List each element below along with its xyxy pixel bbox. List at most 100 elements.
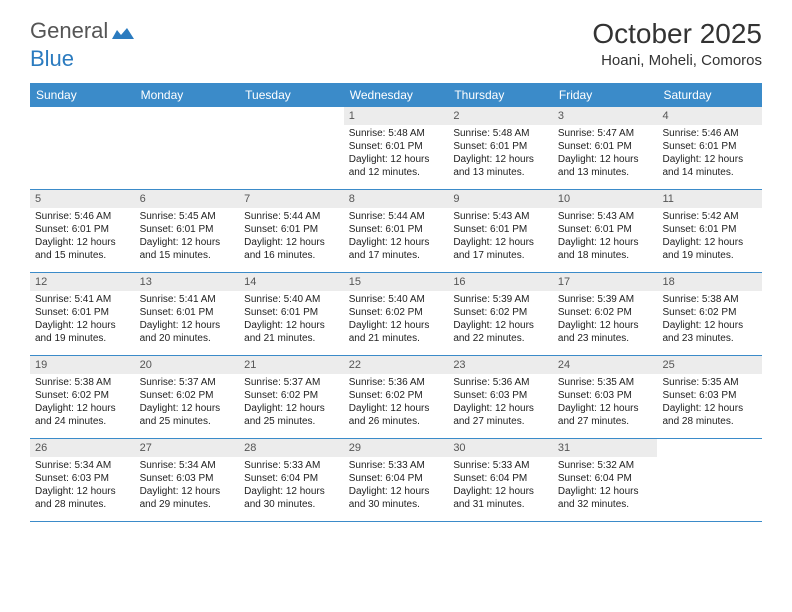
sunrise-text: Sunrise: 5:40 AM <box>244 293 339 306</box>
day-cell: 17Sunrise: 5:39 AMSunset: 6:02 PMDayligh… <box>553 273 658 355</box>
sunset-text: Sunset: 6:01 PM <box>349 140 444 153</box>
sunset-text: Sunset: 6:03 PM <box>453 389 548 402</box>
day-number: 21 <box>239 356 344 374</box>
sunset-text: Sunset: 6:04 PM <box>349 472 444 485</box>
sunrise-text: Sunrise: 5:34 AM <box>140 459 235 472</box>
logo-text-blue: Blue <box>30 46 74 71</box>
day-cell: 24Sunrise: 5:35 AMSunset: 6:03 PMDayligh… <box>553 356 658 438</box>
day-body: Sunrise: 5:39 AMSunset: 6:02 PMDaylight:… <box>553 293 658 349</box>
day-cell: 10 Sunrise: 5:43 AMSunset: 6:01 PMDayligh… <box>553 190 658 272</box>
day-body: Sunrise: 5:40 AMSunset: 6:02 PMDaylight:… <box>344 293 449 349</box>
day-body: Sunrise: 5:42 AMSunset: 6:01 PMDaylight:… <box>657 210 762 266</box>
sunset-text: Sunset: 6:02 PM <box>244 389 339 402</box>
day-cell: 9Sunrise: 5:43 AMSunset: 6:01 PMDaylight… <box>448 190 553 272</box>
day-cell: 3Sunrise: 5:47 AMSunset: 6:01 PMDaylight… <box>553 107 658 189</box>
day-cell: 8Sunrise: 5:44 AMSunset: 6:01 PMDaylight… <box>344 190 449 272</box>
sunrise-text: Sunrise: 5:33 AM <box>453 459 548 472</box>
day-body: Sunrise: 5:34 AMSunset: 6:03 PMDaylight:… <box>135 459 240 515</box>
daylight-text: Daylight: 12 hours and 22 minutes. <box>453 319 548 345</box>
day-cell: 7Sunrise: 5:44 AMSunset: 6:01 PMDaylight… <box>239 190 344 272</box>
sunrise-text: Sunrise: 5:39 AM <box>453 293 548 306</box>
day-number: 15 <box>344 273 449 291</box>
daylight-text: Daylight: 12 hours and 23 minutes. <box>558 319 653 345</box>
day-body: Sunrise: 5:48 AMSunset: 6:01 PMDaylight:… <box>448 127 553 183</box>
sunset-text: Sunset: 6:03 PM <box>35 472 130 485</box>
sunset-text: Sunset: 6:04 PM <box>453 472 548 485</box>
logo-text-general: General <box>30 18 108 44</box>
day-cell: 11 Sunrise: 5:42 AMSunset: 6:01 PMDayligh… <box>657 190 762 272</box>
week-row: 5Sunrise: 5:46 AMSunset: 6:01 PMDaylight… <box>30 190 762 273</box>
day-body: Sunrise: 5:35 AMSunset: 6:03 PMDaylight:… <box>657 376 762 432</box>
day-cell: 12Sunrise: 5:41 AMSunset: 6:01 PMDayligh… <box>30 273 135 355</box>
day-number: 11 <box>657 190 762 208</box>
day-body: Sunrise: 5:33 AMSunset: 6:04 PMDaylight:… <box>448 459 553 515</box>
sunset-text: Sunset: 6:01 PM <box>35 223 130 236</box>
day-cell: 29Sunrise: 5:33 AMSunset: 6:04 PMDayligh… <box>344 439 449 521</box>
day-body: Sunrise: 5:32 AMSunset: 6:04 PMDaylight:… <box>553 459 658 515</box>
day-body: Sunrise: 5:38 AMSunset: 6:02 PMDaylight:… <box>657 293 762 349</box>
day-number: 1 <box>344 107 449 125</box>
day-number: 23 <box>448 356 553 374</box>
daylight-text: Daylight: 12 hours and 30 minutes. <box>244 485 339 511</box>
daylight-text: Daylight: 12 hours and 15 minutes. <box>140 236 235 262</box>
daylight-text: Daylight: 12 hours and 26 minutes. <box>349 402 444 428</box>
calendar-body: ...1Sunrise: 5:48 AMSunset: 6:01 PMDayli… <box>30 107 762 522</box>
daylight-text: Daylight: 12 hours and 19 minutes. <box>35 319 130 345</box>
day-number: 30 <box>448 439 553 457</box>
sunset-text: Sunset: 6:01 PM <box>662 223 757 236</box>
sunrise-text: Sunrise: 5:35 AM <box>558 376 653 389</box>
day-body: Sunrise: 5:40 AMSunset: 6:01 PMDaylight:… <box>239 293 344 349</box>
sunrise-text: Sunrise: 5:45 AM <box>140 210 235 223</box>
sunrise-text: Sunrise: 5:36 AM <box>453 376 548 389</box>
logo: General <box>30 18 136 44</box>
day-body: Sunrise: 5:39 AMSunset: 6:02 PMDaylight:… <box>448 293 553 349</box>
day-number: 7 <box>239 190 344 208</box>
day-number: 6 <box>135 190 240 208</box>
sunset-text: Sunset: 6:01 PM <box>244 306 339 319</box>
day-cell: . <box>135 107 240 189</box>
day-body: Sunrise: 5:48 AMSunset: 6:01 PMDaylight:… <box>344 127 449 183</box>
day-body: Sunrise: 5:46 AMSunset: 6:01 PMDaylight:… <box>657 127 762 183</box>
day-number: 3 <box>553 107 658 125</box>
day-cell: 19Sunrise: 5:38 AMSunset: 6:02 PMDayligh… <box>30 356 135 438</box>
day-number: 16 <box>448 273 553 291</box>
day-number: 28 <box>239 439 344 457</box>
daylight-text: Daylight: 12 hours and 25 minutes. <box>140 402 235 428</box>
day-number: 27 <box>135 439 240 457</box>
daylight-text: Daylight: 12 hours and 17 minutes. <box>453 236 548 262</box>
sunset-text: Sunset: 6:02 PM <box>453 306 548 319</box>
day-cell: 20Sunrise: 5:37 AMSunset: 6:02 PMDayligh… <box>135 356 240 438</box>
sunrise-text: Sunrise: 5:48 AM <box>453 127 548 140</box>
day-cell: 14Sunrise: 5:40 AMSunset: 6:01 PMDayligh… <box>239 273 344 355</box>
day-body: Sunrise: 5:43 AMSunset: 6:01 PMDaylight:… <box>553 210 658 266</box>
day-number: 22 <box>344 356 449 374</box>
day-cell: 18Sunrise: 5:38 AMSunset: 6:02 PMDayligh… <box>657 273 762 355</box>
sunrise-text: Sunrise: 5:34 AM <box>35 459 130 472</box>
day-number: 10 <box>553 190 658 208</box>
daylight-text: Daylight: 12 hours and 25 minutes. <box>244 402 339 428</box>
day-number: 2 <box>448 107 553 125</box>
day-body: Sunrise: 5:37 AMSunset: 6:02 PMDaylight:… <box>135 376 240 432</box>
sunrise-text: Sunrise: 5:46 AM <box>35 210 130 223</box>
daylight-text: Daylight: 12 hours and 27 minutes. <box>558 402 653 428</box>
daylight-text: Daylight: 12 hours and 28 minutes. <box>35 485 130 511</box>
day-body: Sunrise: 5:41 AMSunset: 6:01 PMDaylight:… <box>135 293 240 349</box>
sunrise-text: Sunrise: 5:39 AM <box>558 293 653 306</box>
day-cell: 5Sunrise: 5:46 AMSunset: 6:01 PMDaylight… <box>30 190 135 272</box>
day-header: Thursday <box>448 83 553 107</box>
day-body: Sunrise: 5:37 AMSunset: 6:02 PMDaylight:… <box>239 376 344 432</box>
sunrise-text: Sunrise: 5:43 AM <box>453 210 548 223</box>
daylight-text: Daylight: 12 hours and 21 minutes. <box>244 319 339 345</box>
day-cell: 15 Sunrise: 5:40 AMSunset: 6:02 PMDayligh… <box>344 273 449 355</box>
sunrise-text: Sunrise: 5:43 AM <box>558 210 653 223</box>
sunrise-text: Sunrise: 5:37 AM <box>244 376 339 389</box>
sunset-text: Sunset: 6:01 PM <box>140 223 235 236</box>
daylight-text: Daylight: 12 hours and 16 minutes. <box>244 236 339 262</box>
day-body: Sunrise: 5:36 AMSunset: 6:03 PMDaylight:… <box>448 376 553 432</box>
sunset-text: Sunset: 6:01 PM <box>558 140 653 153</box>
day-body: Sunrise: 5:38 AMSunset: 6:02 PMDaylight:… <box>30 376 135 432</box>
daylight-text: Daylight: 12 hours and 24 minutes. <box>35 402 130 428</box>
day-number: 12 <box>30 273 135 291</box>
sunset-text: Sunset: 6:01 PM <box>140 306 235 319</box>
day-body: Sunrise: 5:43 AMSunset: 6:01 PMDaylight:… <box>448 210 553 266</box>
